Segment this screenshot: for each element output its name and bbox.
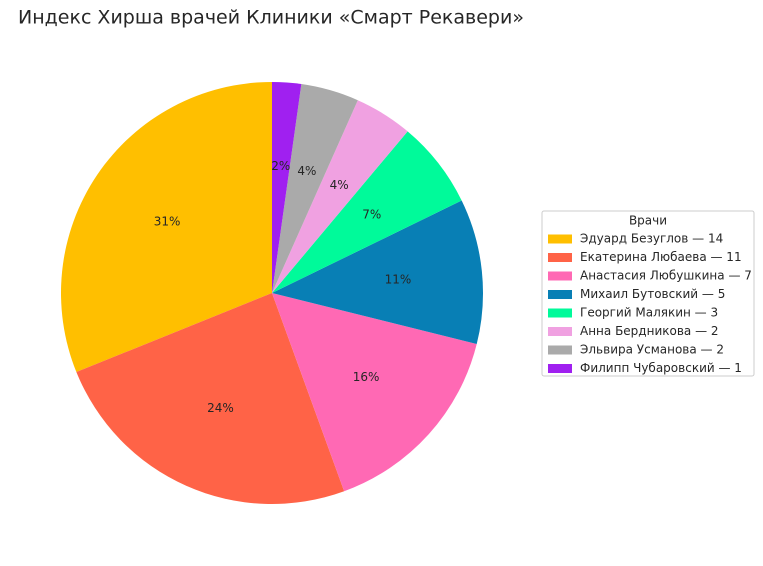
slice-label: 7%	[362, 208, 381, 222]
slice-label: 24%	[207, 401, 234, 415]
legend-swatch	[548, 345, 572, 355]
legend-swatch	[548, 364, 572, 373]
slice-label: 4%	[330, 178, 349, 192]
legend-swatch	[548, 253, 572, 262]
slice-label: 4%	[297, 164, 316, 178]
legend-title: Врачи	[629, 214, 667, 228]
legend-label: Эльвира Усманова — 2	[580, 343, 724, 357]
slice-label: 2%	[271, 159, 290, 173]
legend-label: Анастасия Любушкина — 7	[580, 269, 752, 283]
pie-slice	[61, 82, 272, 373]
pie-slice	[272, 100, 408, 293]
pie-slice	[272, 84, 358, 293]
legend-box	[541, 210, 755, 377]
legend-label: Анна Бердникова — 2	[580, 324, 719, 338]
legend-label: Екатерина Любаева — 11	[580, 250, 742, 264]
legend-swatch	[548, 234, 572, 244]
pie-slice	[76, 293, 345, 505]
legend-swatch	[548, 327, 572, 336]
legend-swatch	[548, 271, 572, 281]
slice-label: 11%	[385, 272, 412, 286]
pie-slice	[272, 131, 462, 293]
legend-label: Эдуард Безуглов — 14	[580, 232, 723, 246]
pie-slice	[272, 293, 477, 492]
legend-label: Филипп Чубаровский — 1	[580, 361, 742, 375]
slice-label: 16%	[353, 370, 380, 384]
legend-label: Георгий Малякин — 3	[580, 306, 718, 320]
legend-label: Михаил Бутовский — 5	[580, 287, 725, 301]
legend-swatch	[548, 290, 572, 299]
slice-label: 31%	[154, 215, 181, 229]
legend-swatch	[548, 308, 572, 318]
pie-slice	[272, 82, 302, 293]
chart-title: Индекс Хирша врачей Клиники «Смарт Рекав…	[18, 7, 524, 29]
pie-slice	[272, 200, 484, 345]
